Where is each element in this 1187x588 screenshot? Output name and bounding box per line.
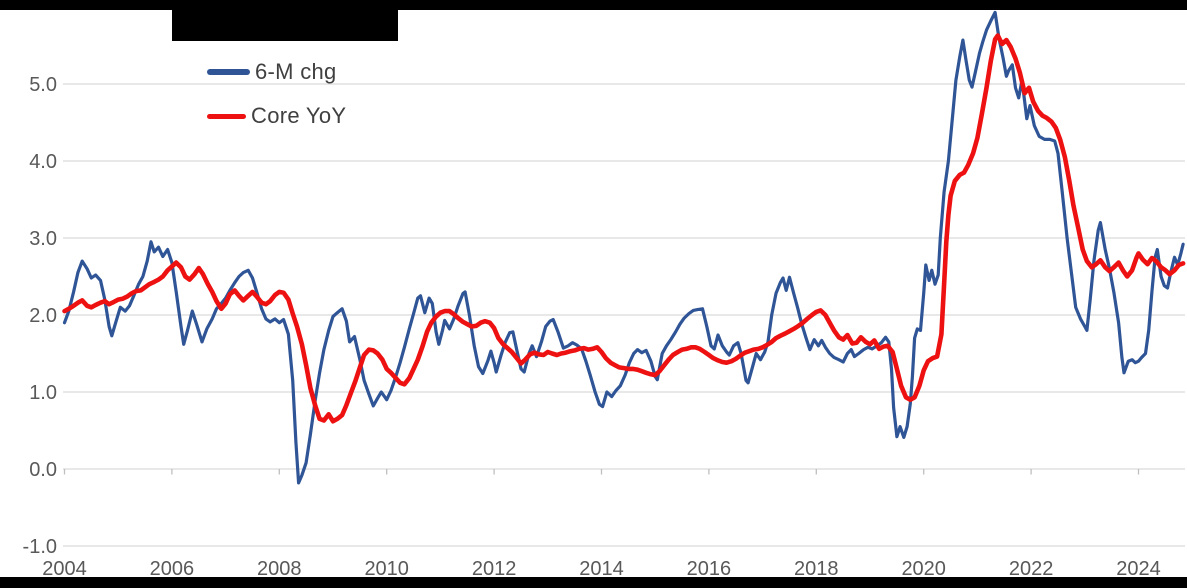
x-tick-label-2010: 2010	[364, 558, 409, 580]
y-tick-label-5: 5.0	[29, 74, 57, 96]
legend-swatch-6m-chg-icon	[207, 113, 246, 119]
y-tick-label-1: 1.0	[29, 382, 57, 404]
bottom-black-bar	[0, 577, 1187, 588]
x-tick-label-2022: 2022	[1009, 558, 1054, 580]
top-black-bar	[0, 0, 1187, 10]
x-tick-label-2012: 2012	[472, 558, 517, 580]
x-tick-label-2020: 2020	[901, 558, 946, 580]
legend-label-6m-chg: Core YoY	[251, 103, 347, 128]
x-tick-label-2014: 2014	[579, 558, 624, 580]
y-tick-label-4: 4.0	[29, 151, 57, 173]
legend-entry-core-yoy: 6-M chg	[207, 50, 346, 94]
y-tick-label-2: 2.0	[29, 305, 57, 327]
y-tick-label--1: -1.0	[23, 536, 57, 558]
x-tick-label-2008: 2008	[257, 558, 302, 580]
y-tick-label-0: 0.0	[29, 459, 57, 481]
x-tick-label-2004: 2004	[42, 558, 87, 580]
legend-swatch-core-yoy-icon	[207, 69, 250, 75]
x-tick-label-2024: 2024	[1116, 558, 1161, 580]
legend-label-core-yoy: 6-M chg	[255, 59, 337, 84]
x-tick-label-2018: 2018	[794, 558, 839, 580]
series-line-6-m-chg	[62, 10, 1185, 485]
legend-entry-6m-chg: Core YoY	[207, 94, 346, 138]
redacted-title-box	[172, 10, 398, 41]
y-tick-label-3: 3.0	[29, 228, 57, 250]
series-line-core-yoy	[62, 33, 1186, 424]
x-tick-label-2006: 2006	[150, 558, 195, 580]
legend: 6-M chg Core YoY	[207, 50, 346, 138]
x-tick-label-2016: 2016	[687, 558, 732, 580]
